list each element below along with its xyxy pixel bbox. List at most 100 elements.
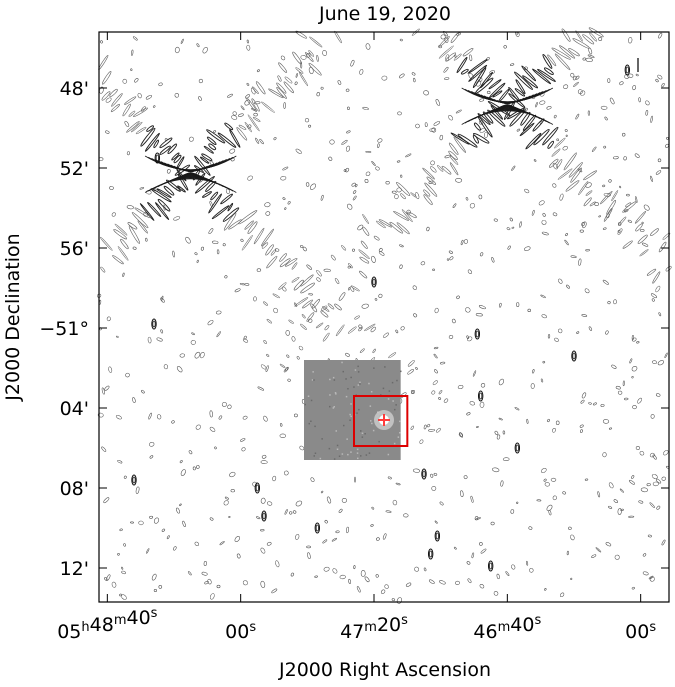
contour-speckle (326, 496, 332, 504)
contour-speckle (207, 320, 214, 326)
contour-speckle (282, 166, 289, 171)
contour-speckle (243, 335, 247, 340)
contour-speckle (609, 97, 615, 105)
sidelobe-streak (284, 258, 298, 267)
contour-speckle (323, 268, 331, 273)
inset-noise (332, 376, 335, 379)
y-axis-label: J2000 Declination (2, 233, 24, 401)
sidelobe-streak (453, 136, 467, 153)
contour-speckle (399, 38, 403, 42)
contour-speckle (543, 478, 547, 482)
sidelobe-streak (291, 262, 298, 270)
sidelobe-streak (315, 322, 324, 329)
contour-speckle (657, 158, 662, 163)
contour-speckle (631, 586, 635, 590)
contour-speckle (354, 476, 356, 483)
contour-speckle (377, 138, 383, 143)
contour-speckle (345, 167, 350, 173)
contour-speckle (575, 75, 580, 80)
contour-speckle (651, 298, 655, 302)
contour-speckle (121, 570, 126, 575)
contour-speckle (446, 258, 450, 261)
sidelobe-streak (646, 268, 657, 276)
contour-speckle (655, 393, 661, 397)
contour-speckle (412, 468, 421, 473)
contour-speckle (179, 460, 183, 464)
contour-speckle (242, 580, 248, 586)
contour-speckle (381, 75, 388, 81)
contour-speckle (239, 282, 246, 286)
contour-speckle (308, 66, 314, 75)
inset-noise (307, 395, 310, 397)
sidelobe-streak (335, 324, 345, 337)
contour-speckle (581, 314, 588, 317)
contour-speckle (289, 511, 293, 515)
sidelobe-streak (298, 71, 309, 87)
inset-noise (336, 448, 339, 450)
sidelobe-streak (462, 48, 474, 57)
sidelobe-streak (637, 234, 648, 244)
contour-speckle (260, 547, 266, 554)
contour-speckle (252, 481, 258, 487)
contour-speckle (559, 193, 564, 201)
contour-speckle (483, 132, 489, 138)
contour-speckle (300, 245, 304, 248)
sidelobe-arc (144, 155, 237, 170)
x-tick-label: 47m20s (340, 613, 408, 643)
sidelobe-streak (101, 91, 111, 101)
contour-speckle (328, 156, 333, 161)
contour-speckle (352, 190, 357, 194)
contour-speckle (180, 38, 184, 44)
contour-speckle (137, 92, 142, 99)
contour-speckle (479, 98, 485, 102)
contour-speckle (552, 162, 558, 170)
contour-speckle (587, 54, 595, 58)
contour-speckle (130, 68, 133, 71)
contour-speckle (255, 137, 260, 144)
contour-speckle (510, 509, 515, 514)
sidelobe-pattern (242, 27, 672, 370)
contour-speckle (548, 509, 552, 516)
contour-speckle (463, 239, 469, 244)
contour-speckle (227, 93, 233, 98)
contour-speckle (198, 78, 203, 84)
sidelobe-streak (456, 56, 468, 74)
contour-speckle (573, 81, 579, 87)
contour-speckle (309, 183, 317, 190)
contour-speckle (642, 571, 649, 576)
contour-speckle (196, 43, 200, 48)
contour-speckle (639, 450, 645, 456)
sidelobe-streak (111, 93, 123, 107)
contour-speckle (466, 412, 471, 416)
contour-speckle (608, 427, 613, 430)
contour-speckle (291, 336, 296, 342)
inset-noise (370, 420, 372, 422)
contour-speckle (283, 470, 289, 476)
contour-speckle (195, 424, 201, 430)
contour-speckle (562, 146, 568, 151)
sidelobe-streak (276, 86, 287, 99)
inset-noise (349, 419, 351, 421)
y-tick-label: 56' (60, 238, 89, 260)
contour-speckle (502, 430, 506, 435)
inset-noise (399, 420, 401, 423)
contour-speckle (430, 160, 435, 166)
contour-speckle (305, 182, 310, 187)
sidelobe-streak (662, 232, 671, 240)
contour-speckle (139, 187, 145, 190)
contour-speckle (105, 130, 110, 134)
contour-speckle (658, 32, 663, 39)
contour-speckle (429, 128, 436, 132)
sidelobe-streak (362, 213, 370, 225)
contour-speckle (346, 130, 351, 134)
contour-speckle (196, 259, 199, 264)
sidelobe-streak (279, 258, 291, 268)
sidelobe-streak (443, 398, 449, 403)
contour-speckle (580, 399, 585, 404)
sidelobe-streak (423, 194, 433, 206)
contour-speckle (423, 90, 429, 96)
contour-speckle (603, 145, 607, 149)
contour-speckle (496, 573, 500, 580)
sidelobe-streak (533, 128, 550, 146)
contour-speckle (260, 497, 266, 504)
